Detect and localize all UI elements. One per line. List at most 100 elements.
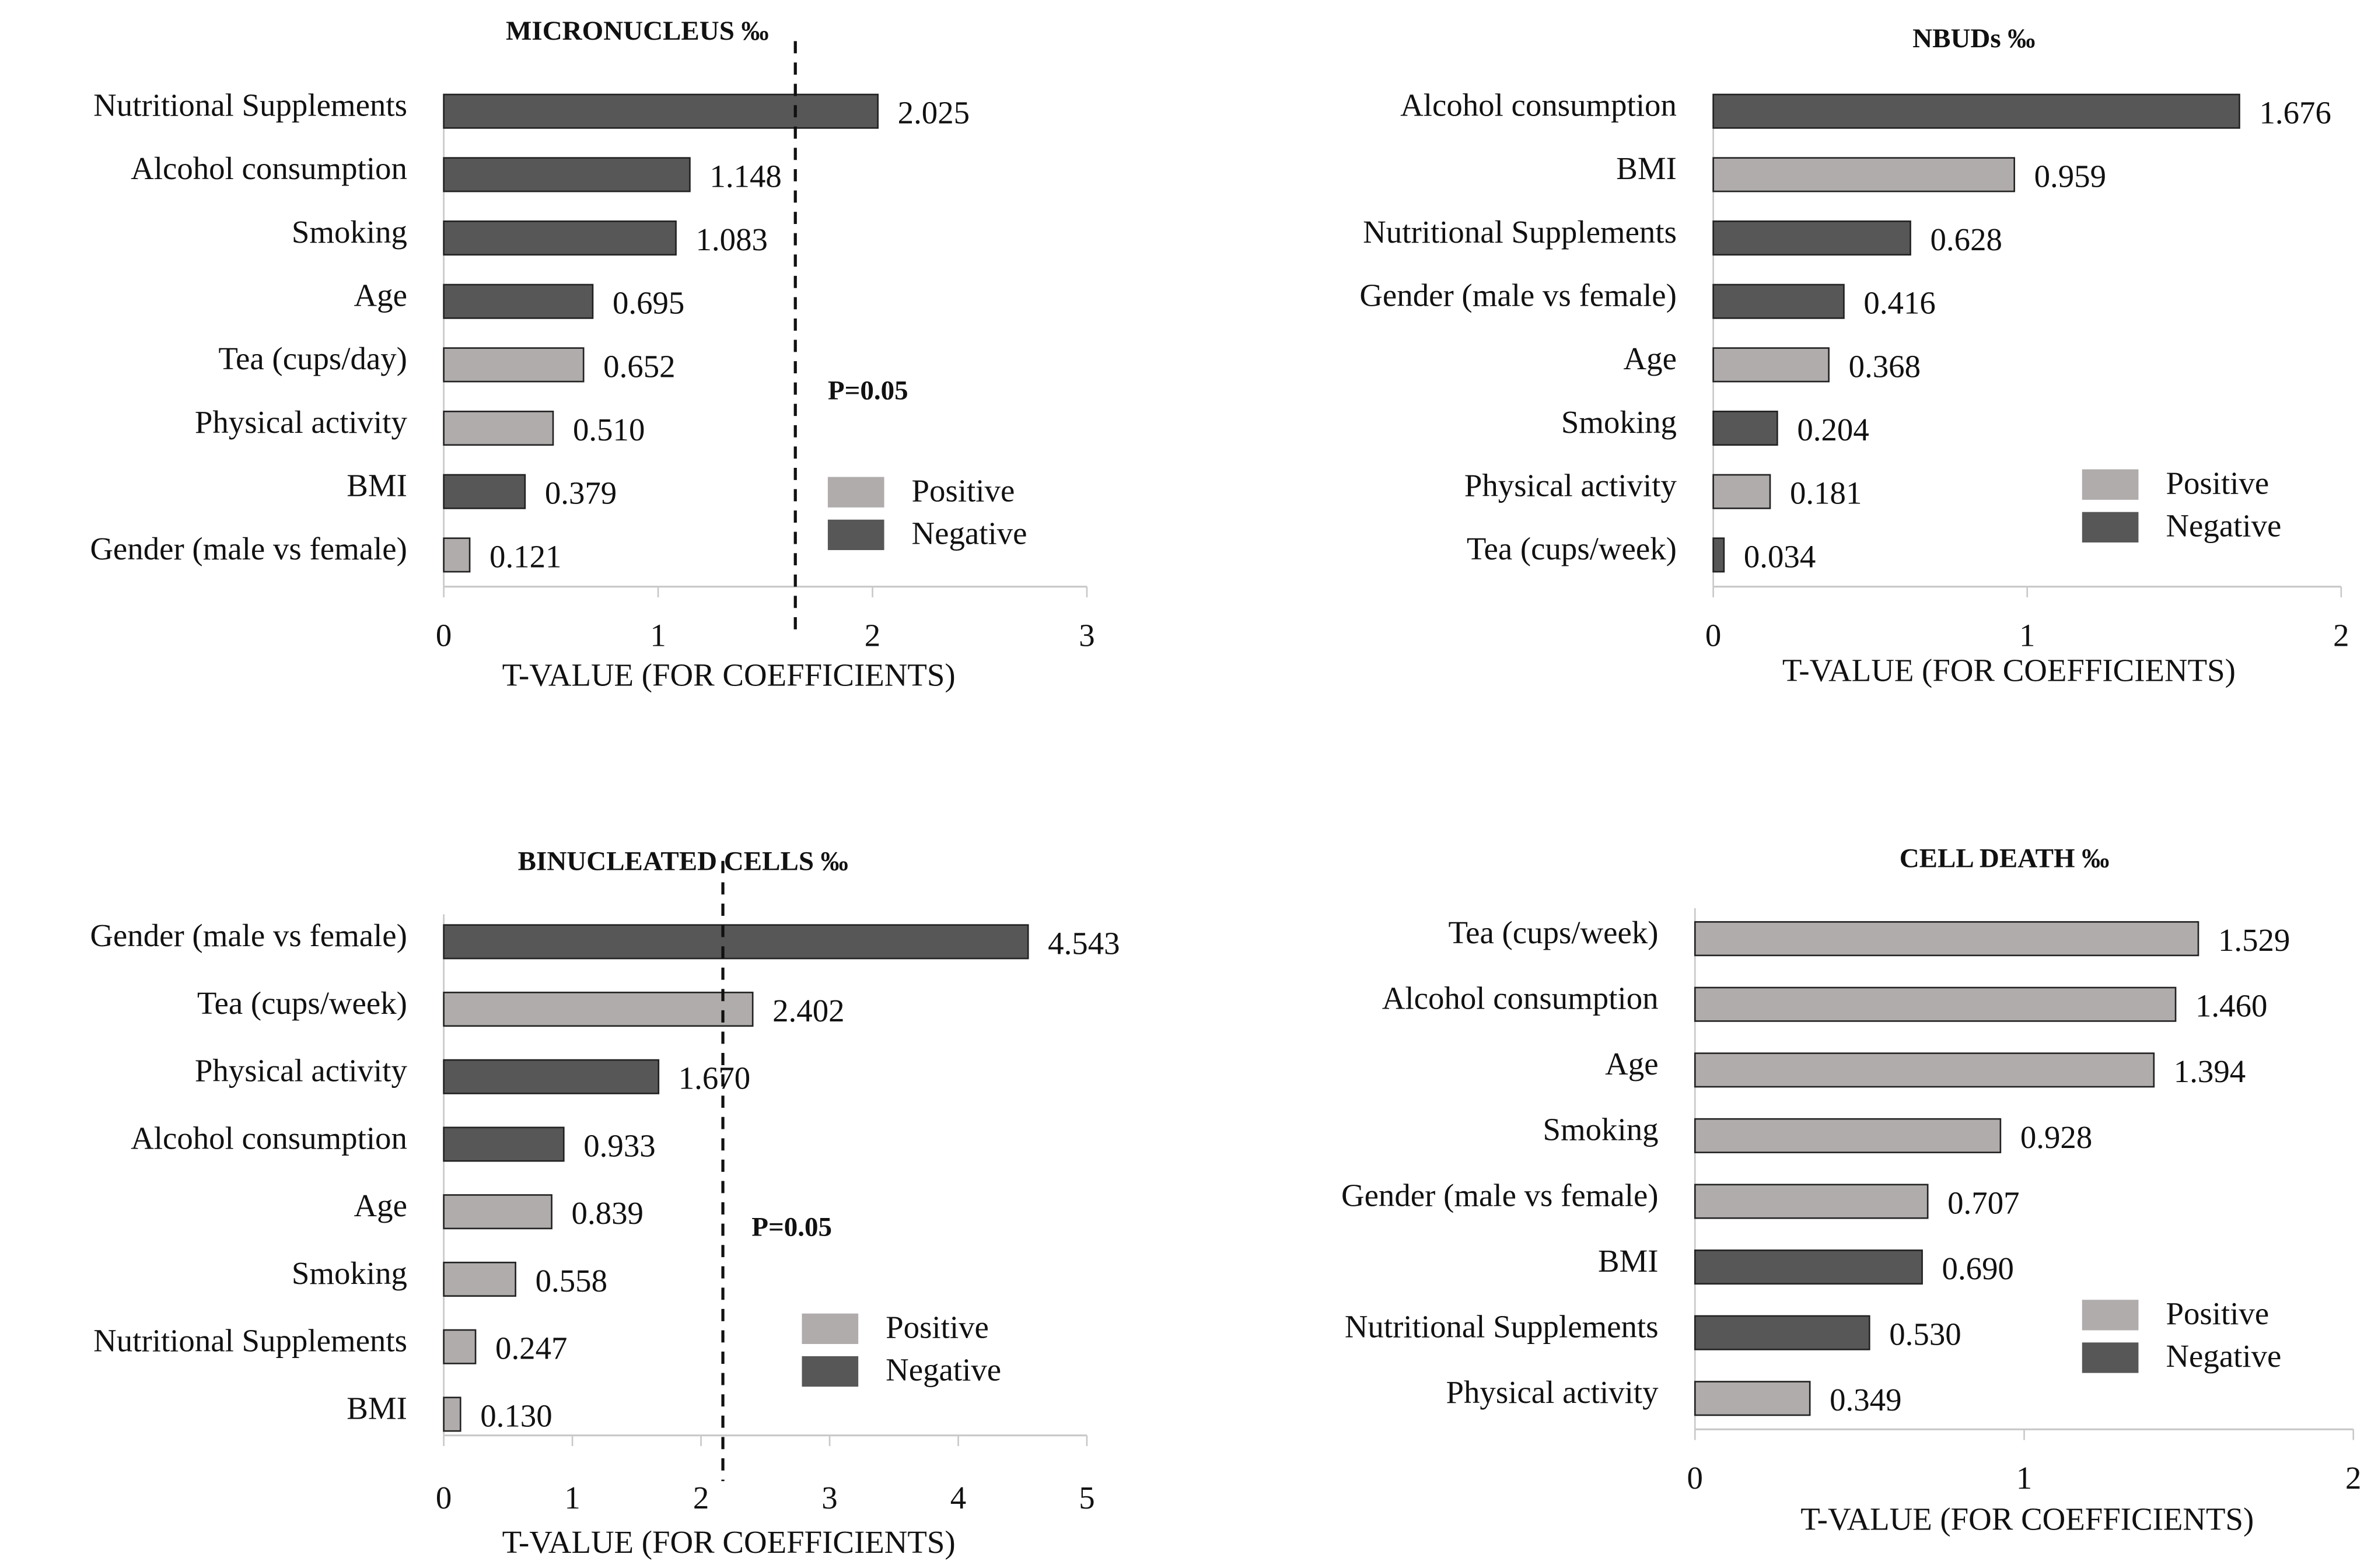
bar-value-label: 1.083 (696, 222, 768, 257)
x-tick-label: 0 (436, 618, 452, 653)
bar-value-label: 0.652 (603, 348, 675, 384)
legend-swatch-negative (2082, 1342, 2139, 1373)
legend-swatch-positive (2082, 469, 2139, 500)
category-label: Alcohol consumption (131, 1120, 407, 1156)
x-tick-label: 1 (2019, 618, 2035, 653)
category-label: Nutritional Supplements (93, 88, 407, 123)
x-axis-title: T-VALUE (FOR COEFFICIENTS) (502, 1524, 956, 1560)
chart-panel-4: CELL DEATH ‰ 0 1 2 T-VALUE (FOR COEFFICIENTS… (1341, 843, 2361, 1536)
bar-positive (1694, 921, 2199, 957)
bar-negative (1712, 411, 1778, 446)
legend-swatch-negative (2082, 512, 2139, 542)
category-label: Age (354, 278, 407, 313)
bar-positive (1694, 1381, 1811, 1416)
chart-title: MICRONUCLEUS ‰ (506, 16, 769, 46)
bar-positive (443, 347, 585, 383)
x-tick-label: 2 (865, 618, 880, 653)
category-label: Smoking (292, 1255, 407, 1291)
legend-label: Negative (2166, 508, 2281, 544)
category-label: Nutritional Supplements (93, 1323, 407, 1359)
bar-negative (1694, 1250, 1923, 1285)
bar-value-label: 0.247 (495, 1331, 567, 1366)
x-tick-label: 1 (564, 1480, 580, 1516)
category-label: Tea (cups/week) (1467, 531, 1677, 566)
legend-swatch-positive (2082, 1300, 2139, 1331)
bar-negative (443, 93, 879, 129)
bar-value-label: 0.510 (573, 412, 645, 447)
category-label: Alcohol consumption (131, 150, 407, 186)
x-tick-label: 1 (2016, 1460, 2032, 1496)
bar-value-label: 0.349 (1830, 1382, 1901, 1418)
x-tick-label: 5 (1079, 1480, 1094, 1516)
legend-label: Positive (2166, 1296, 2269, 1331)
legend-label: Positive (912, 473, 1015, 508)
bar-positive (1712, 347, 1830, 383)
legend-swatch-negative (802, 1356, 859, 1387)
x-axis-title: T-VALUE (FOR COEFFICIENTS) (1800, 1502, 2254, 1537)
category-label: BMI (1616, 150, 1677, 186)
x-axis-title: T-VALUE (FOR COEFFICIENTS) (1782, 653, 2236, 688)
legend-label: Negative (2166, 1338, 2281, 1374)
bar-positive (443, 1194, 552, 1230)
bar-positive (443, 537, 471, 573)
category-label: Tea (cups/day) (218, 341, 407, 376)
bar-value-label: 0.707 (1947, 1185, 2019, 1220)
bar-positive (1694, 986, 2177, 1022)
category-label: Physical activity (1446, 1374, 1659, 1410)
category-label: Smoking (1543, 1112, 1658, 1147)
bar-positive (443, 1329, 477, 1364)
bar-value-label: 1.460 (2195, 988, 2267, 1024)
category-label: Gender (male vs female) (1359, 278, 1677, 313)
bar-value-label: 0.933 (583, 1128, 655, 1163)
bar-value-label: 0.204 (1797, 412, 1869, 447)
x-tick-label: 2 (2345, 1460, 2361, 1496)
threshold-label: P=0.05 (751, 1212, 832, 1242)
category-label: Tea (cups/week) (1448, 915, 1658, 950)
bar-positive (443, 1396, 461, 1432)
category-label: Nutritional Supplements (1345, 1309, 1659, 1345)
legend-swatch-positive (802, 1313, 859, 1344)
bar-value-label: 0.959 (2034, 158, 2106, 194)
bar-value-label: 0.628 (1931, 222, 2002, 257)
bar-value-label: 0.695 (613, 285, 684, 321)
bar-value-label: 0.181 (1790, 475, 1862, 511)
bar-value-label: 0.558 (536, 1263, 607, 1298)
bar-value-label: 0.121 (489, 538, 561, 574)
bar-negative (443, 284, 594, 319)
category-label: Smoking (292, 214, 407, 250)
bar-value-label: 2.402 (772, 993, 844, 1028)
category-label: Nutritional Supplements (1363, 214, 1677, 250)
chart-title: CELL DEATH ‰ (1900, 843, 2110, 873)
bar-value-label: 1.148 (709, 158, 781, 194)
chart-title: NBUDs ‰ (1912, 23, 2035, 54)
bar-negative (1712, 537, 1725, 573)
bar-positive (1694, 1052, 2155, 1088)
chart-panel-2: NBUDs ‰ 0 1 2 T-VALUE (FOR COEFFICIENTS) Alco… (1359, 23, 2349, 688)
bar-positive (1694, 1184, 1929, 1219)
x-tick-label: 2 (693, 1480, 709, 1516)
category-label: Age (1624, 341, 1677, 376)
bar-value-label: 0.379 (545, 475, 617, 511)
x-tick-label: 2 (2333, 618, 2349, 653)
bar-value-label: 1.676 (2259, 95, 2331, 131)
chart-panel-3: BINUCLEATED CELLS ‰ 0 1 2 3 4 5 T-VALUE (FOR CO… (90, 846, 1120, 1560)
bar-negative (1712, 284, 1845, 319)
category-label: Tea (cups/week) (197, 985, 407, 1021)
category-label: Age (354, 1188, 407, 1223)
bar-negative (443, 474, 526, 509)
x-tick-label: 0 (1687, 1460, 1703, 1496)
bar-negative (443, 924, 1029, 960)
category-label: Physical activity (195, 404, 408, 440)
category-label: Gender (male vs female) (1341, 1177, 1659, 1213)
x-axis-title: T-VALUE (FOR COEFFICIENTS) (502, 657, 956, 693)
bar-positive (443, 992, 754, 1027)
legend-label: Negative (912, 516, 1027, 551)
bar-value-label: 0.416 (1863, 285, 1935, 321)
category-label: Gender (male vs female) (90, 918, 407, 953)
category-label: Alcohol consumption (1382, 981, 1659, 1016)
bar-value-label: 0.530 (1889, 1317, 1961, 1352)
x-tick-label: 3 (821, 1480, 837, 1516)
bar-negative (1712, 93, 2240, 129)
legend-label: Positive (2166, 465, 2269, 501)
category-label: Smoking (1561, 404, 1677, 440)
